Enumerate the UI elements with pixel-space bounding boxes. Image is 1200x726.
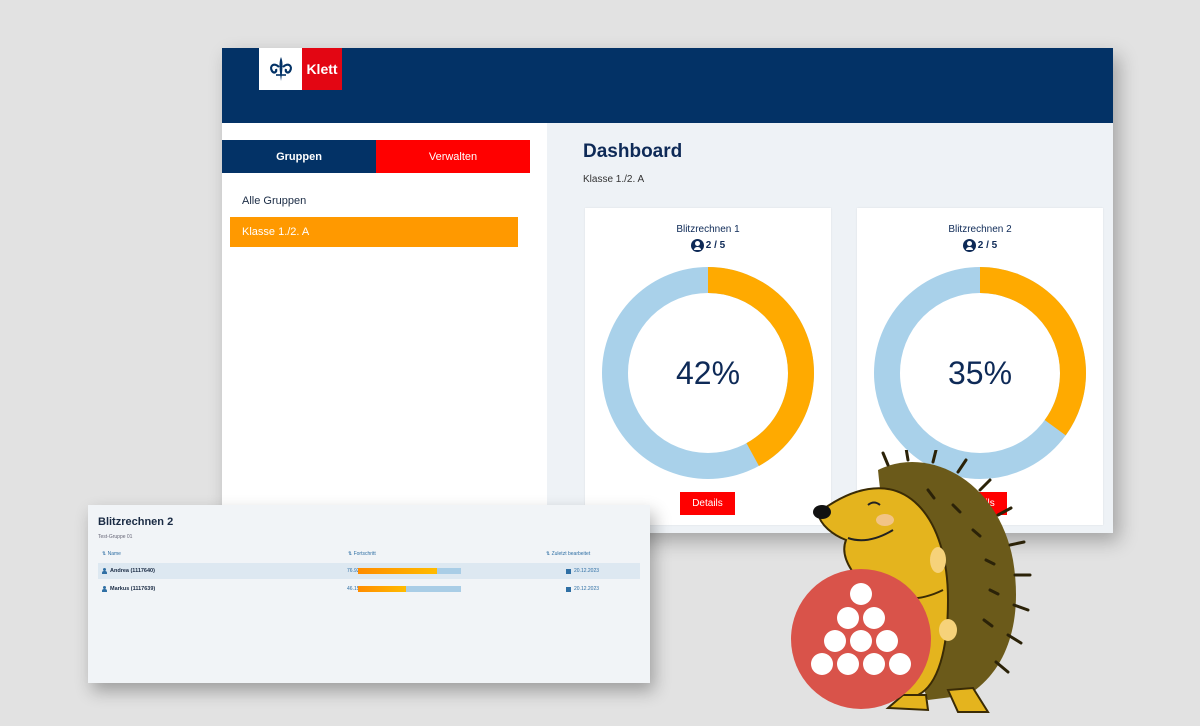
sidebar-item-all-groups[interactable]: Alle Gruppen: [242, 195, 307, 207]
card-title: Blitzrechnen 2: [948, 224, 1012, 235]
date-text: 20.12.2023: [574, 568, 600, 574]
person-icon: [102, 568, 107, 574]
student-count-value: 2 / 5: [977, 240, 998, 251]
table-row[interactable]: Andrea (1117640) 76.92% 20.12.2023: [98, 563, 640, 579]
student-name: Andrea (1117640): [102, 568, 155, 574]
klett-fleur-icon: [259, 48, 302, 90]
sidebar: Gruppen Verwalten Alle Gruppen Klasse 1.…: [222, 123, 547, 533]
calendar-icon: [566, 586, 571, 592]
card-title: Blitzrechnen 1: [676, 224, 740, 235]
sidebar-tabs: Gruppen Verwalten: [222, 140, 530, 173]
student-count: 2 / 5: [585, 239, 831, 252]
tab-verwalten[interactable]: Verwalten: [376, 140, 530, 173]
table-row[interactable]: Markus (1117639) 46.15% 20.12.2023: [98, 581, 640, 597]
user-circle-icon: [962, 239, 976, 252]
progress-card: Blitzrechnen 2 2 / 5 35% Details: [857, 208, 1103, 525]
panel-title: Blitzrechnen 2: [98, 516, 174, 528]
student-name: Markus (1117639): [102, 586, 155, 592]
klett-logo[interactable]: Klett: [259, 48, 342, 90]
progress-card: Blitzrechnen 1 2 / 5 42% Details: [585, 208, 831, 525]
progress-donut-chart: [602, 267, 814, 479]
sidebar-item-klasse[interactable]: Klasse 1./2. A: [230, 217, 518, 247]
student-count: 2 / 5: [857, 239, 1103, 252]
last-edited-date: 20.12.2023: [566, 568, 599, 574]
column-header-name[interactable]: ⇅ Name: [102, 551, 121, 557]
progress-value: 46.15%: [347, 586, 364, 592]
detail-panel: Blitzrechnen 2 Test-Gruppe 01 ⇅ Name ⇅ F…: [88, 505, 650, 683]
column-header-progress[interactable]: ⇅ Fortschritt: [348, 551, 376, 557]
brand-name: Klett: [302, 48, 342, 90]
details-button[interactable]: Details: [680, 492, 735, 515]
last-edited-date: 20.12.2023: [566, 586, 599, 592]
calendar-icon: [566, 568, 571, 574]
app-window: Klett Gruppen Verwalten Alle Gruppen Kla…: [222, 48, 1113, 533]
date-text: 20.12.2023: [574, 586, 600, 592]
person-icon: [102, 586, 107, 592]
dashboard-content: Dashboard Klasse 1./2. A Blitzrechnen 1 …: [547, 123, 1113, 533]
student-name-text: Andrea (1117640): [110, 568, 155, 574]
progress-bar: [358, 586, 461, 592]
panel-subtitle: Test-Gruppe 01: [98, 534, 133, 540]
progress-percent: 42%: [675, 354, 741, 391]
tab-gruppen[interactable]: Gruppen: [222, 140, 376, 173]
progress-donut-chart: [874, 267, 1086, 479]
user-circle-icon: [690, 239, 704, 252]
header-bar: Klett: [222, 48, 1113, 123]
progress-value: 76.92%: [347, 568, 364, 574]
column-header-last-edited[interactable]: ⇅ Zuletzt bearbeitet: [546, 551, 591, 557]
page-subtitle: Klasse 1./2. A: [583, 174, 645, 185]
page-title: Dashboard: [583, 141, 683, 162]
progress-bar: [358, 568, 461, 574]
student-name-text: Markus (1117639): [110, 586, 156, 592]
progress-percent: 35%: [947, 354, 1013, 391]
student-count-value: 2 / 5: [705, 240, 726, 251]
blitzrechnen-app-icon: [791, 569, 931, 709]
